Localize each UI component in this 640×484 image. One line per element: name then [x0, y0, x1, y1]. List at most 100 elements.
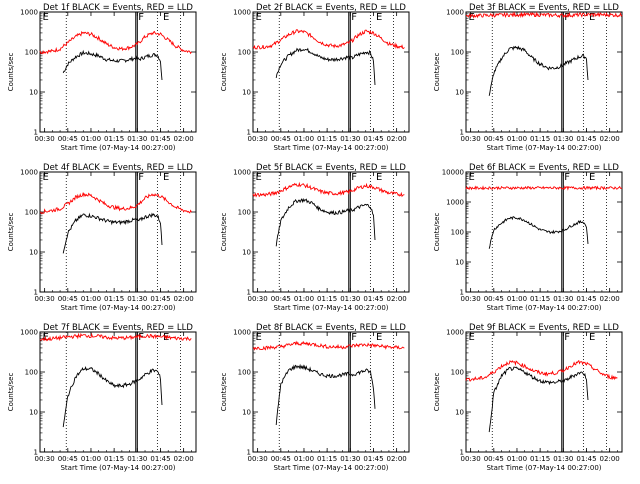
flag-label: E	[469, 332, 475, 343]
y-axis-label: Counts/sec	[433, 213, 441, 252]
flag-label: E	[256, 12, 262, 23]
y-tick-label: 100	[451, 369, 464, 377]
y-tick-label: 10	[242, 89, 251, 97]
chart-panel-7: Det 7f BLACK = Events, RED = LLD 00:30 00:…	[7, 323, 197, 472]
x-tick-label: 01:45	[150, 455, 170, 463]
x-tick-label: 01:15	[317, 135, 337, 143]
y-tick-label: 100	[451, 49, 464, 57]
y-axis-label: Counts/sec	[7, 373, 15, 412]
x-tick-label: 01:45	[363, 455, 383, 463]
y-tick-label: 10	[242, 249, 251, 257]
x-tick-label: 00:30	[35, 295, 55, 303]
events-series-line	[62, 49, 163, 81]
x-tick-label: 00:30	[248, 135, 268, 143]
chart-panel-2: Det 2f BLACK = Events, RED = LLD 00:30 00:…	[220, 3, 410, 152]
plot-frame	[465, 11, 623, 133]
flag-label: F	[351, 172, 357, 183]
x-tick-label: 00:45	[271, 455, 291, 463]
x-tick-label: 02:00	[600, 295, 620, 303]
plot-frame	[39, 171, 197, 293]
y-tick-label: 100	[238, 209, 251, 217]
events-series-line	[62, 212, 163, 254]
x-tick-label: 01:00	[507, 135, 527, 143]
y-tick-label: 10	[242, 409, 251, 417]
x-tick-label: 00:30	[35, 455, 55, 463]
x-tick-label: 01:00	[81, 135, 101, 143]
y-tick-label: 100	[238, 369, 251, 377]
x-tick-label: 01:15	[530, 135, 550, 143]
chart-title: Det 4f BLACK = Events, RED = LLD	[43, 163, 193, 173]
flag-label: F	[564, 12, 570, 23]
flag-label: F	[138, 12, 144, 23]
x-tick-label: 02:00	[174, 455, 194, 463]
x-tick-label: 01:45	[576, 455, 596, 463]
x-tick-label: 01:00	[294, 295, 314, 303]
plot-frame	[465, 331, 623, 453]
y-axis-label: Counts/sec	[220, 213, 228, 252]
y-tick-label: 1	[34, 129, 38, 137]
y-axis-label: Counts/sec	[433, 53, 441, 92]
x-tick-label: 01:30	[553, 455, 573, 463]
y-tick-label: 1	[247, 449, 251, 457]
flag-label: E	[589, 332, 595, 343]
plot-frame	[39, 11, 197, 133]
x-tick-label: 01:15	[530, 295, 550, 303]
lld-series-line	[465, 359, 618, 382]
x-tick-label: 01:00	[507, 295, 527, 303]
flag-label: E	[376, 332, 382, 343]
chart-panel-5: Det 5f BLACK = Events, RED = LLD 00:30 00:…	[220, 163, 410, 312]
lld-series-line	[465, 11, 623, 19]
flag-label: E	[469, 12, 475, 23]
y-tick-label: 1	[34, 449, 38, 457]
flag-label: F	[138, 172, 144, 183]
x-tick-label: 01:45	[150, 295, 170, 303]
lld-series-line	[252, 340, 405, 351]
x-tick-label: 01:30	[340, 295, 360, 303]
x-axis-label: Start Time (07-May-14 00:27:00)	[273, 464, 388, 472]
x-tick-label: 00:45	[58, 455, 78, 463]
x-tick-label: 01:00	[294, 455, 314, 463]
y-axis-label: Counts/sec	[433, 373, 441, 412]
y-tick-label: 1000	[233, 329, 251, 337]
chart-panel-6: Det 6f BLACK = Events, RED = LLD 00:30 00:…	[433, 163, 623, 312]
x-tick-label: 00:45	[58, 135, 78, 143]
flag-label: E	[43, 172, 49, 183]
y-tick-label: 10	[29, 89, 38, 97]
y-axis-label: Counts/sec	[220, 53, 228, 92]
y-tick-label: 1000	[446, 329, 464, 337]
y-tick-label: 1000	[233, 169, 251, 177]
y-tick-label: 100	[451, 229, 464, 237]
x-tick-label: 01:30	[340, 135, 360, 143]
flag-label: E	[376, 12, 382, 23]
y-tick-label: 1000	[446, 199, 464, 207]
x-tick-label: 01:15	[317, 295, 337, 303]
x-tick-label: 02:00	[600, 455, 620, 463]
flag-label: E	[589, 12, 595, 23]
y-tick-label: 100	[25, 369, 38, 377]
plot-frame	[465, 171, 623, 293]
y-tick-label: 10000	[442, 169, 464, 177]
chart-title: Det 7f BLACK = Events, RED = LLD	[43, 323, 193, 333]
flag-label: E	[589, 172, 595, 183]
x-tick-label: 01:15	[317, 455, 337, 463]
x-tick-label: 01:15	[530, 455, 550, 463]
chart-title: Det 2f BLACK = Events, RED = LLD	[256, 3, 406, 13]
flag-label: F	[564, 172, 570, 183]
x-tick-label: 00:45	[271, 135, 291, 143]
events-series-line	[275, 47, 376, 86]
flag-label: E	[469, 172, 475, 183]
chart-title: Det 3f BLACK = Events, RED = LLD	[469, 3, 619, 13]
plot-frame	[39, 331, 197, 453]
y-tick-label: 1	[460, 129, 464, 137]
flag-label: E	[163, 12, 169, 23]
lld-series-line	[465, 185, 623, 191]
x-tick-label: 00:30	[248, 455, 268, 463]
y-tick-label: 1000	[20, 9, 38, 17]
flag-label: E	[376, 172, 382, 183]
x-tick-label: 01:45	[576, 135, 596, 143]
x-tick-label: 01:15	[104, 455, 124, 463]
y-axis-label: Counts/sec	[7, 213, 15, 252]
x-tick-label: 01:30	[553, 295, 573, 303]
y-tick-label: 10	[455, 89, 464, 97]
